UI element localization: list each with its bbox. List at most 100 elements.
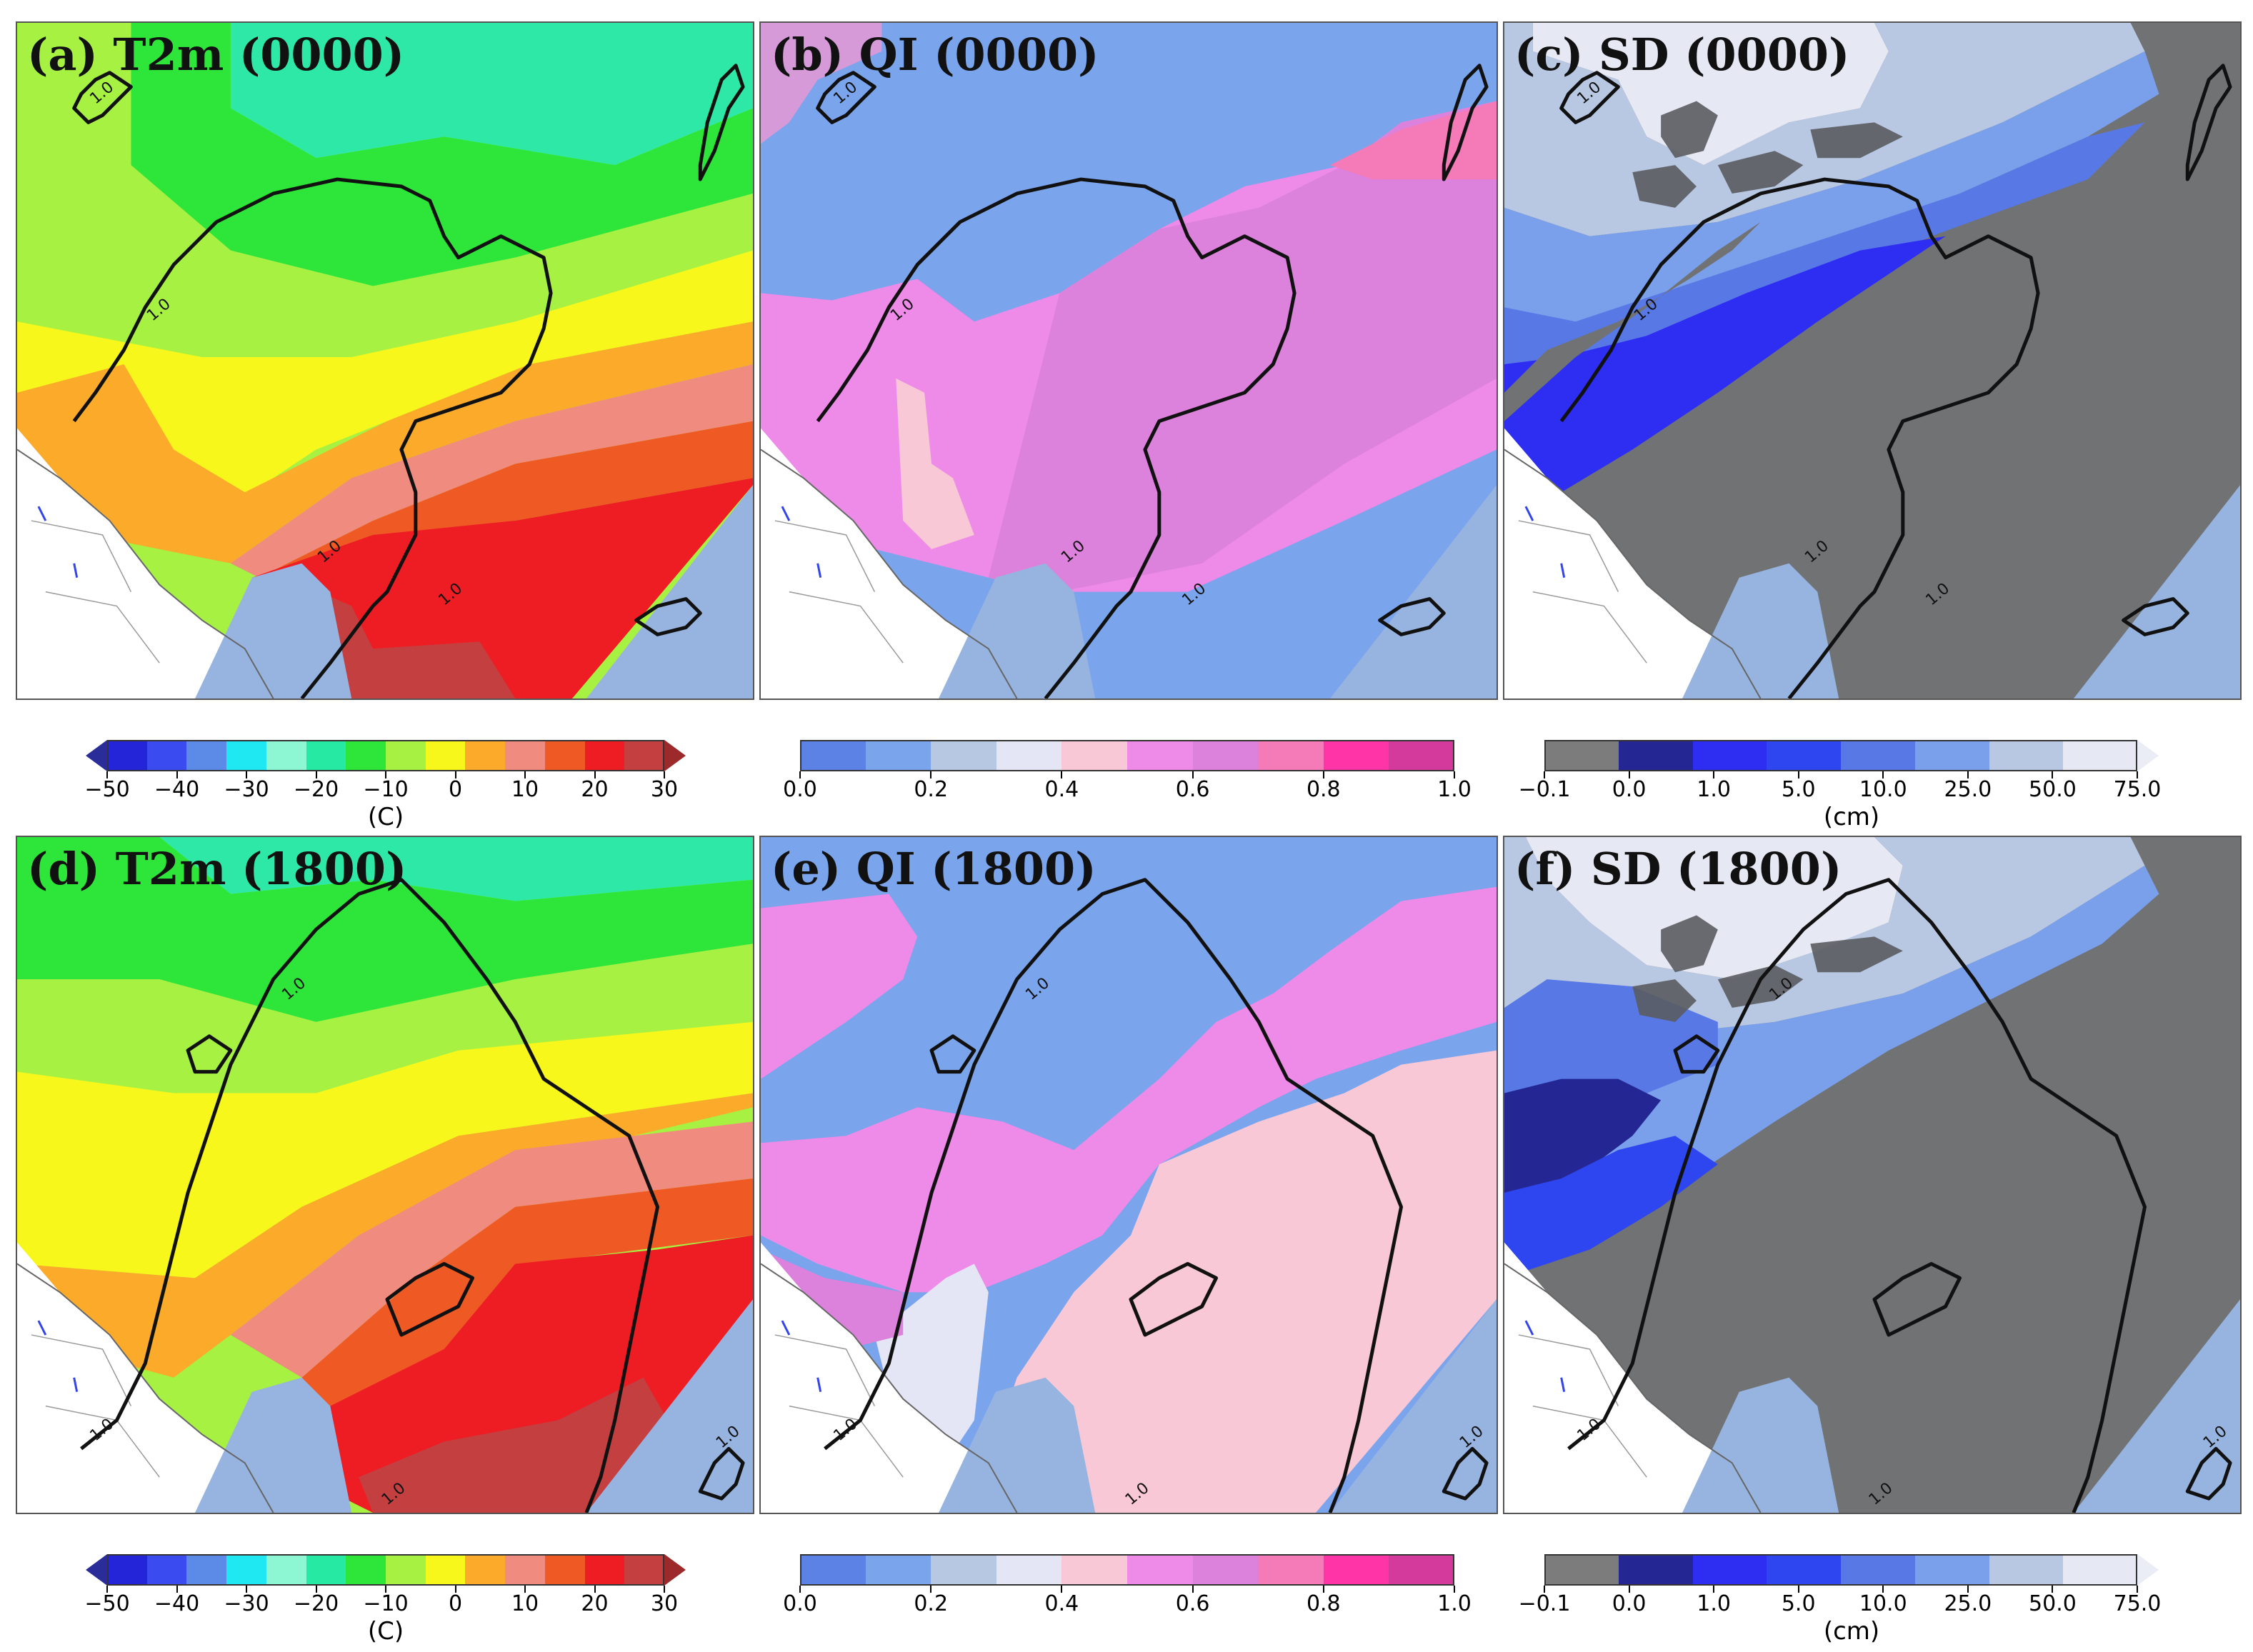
- colorbar-segment: [1544, 740, 1619, 771]
- colorbar-unit-label: (C): [367, 803, 404, 831]
- colorbar-segment: [266, 740, 307, 771]
- colorbar-tick-label: 0.6: [1175, 1591, 1210, 1616]
- field-band: [251, 478, 753, 699]
- colorbar-sd-top: −0.1 0.0 1.0 5.0 10.0 25.0 50.0 75.0 (cm): [1519, 740, 2161, 831]
- colorbar-segment: [1192, 740, 1259, 771]
- colorbar-tick: [2052, 1586, 2054, 1593]
- lake: [1810, 936, 1903, 973]
- colorbar-tick-label: 25.0: [1944, 1591, 1992, 1616]
- colorbar-tick-label: −20: [293, 777, 339, 802]
- field-band: [17, 321, 753, 564]
- panel-title: (e) QI (1800): [771, 843, 1096, 895]
- ocean-se: [586, 485, 753, 699]
- colorbar-tick-label: 10.0: [1859, 1591, 1907, 1616]
- colorbar-segment: [1192, 1554, 1259, 1586]
- colorbar-tick-label: 1.0: [1697, 1591, 1731, 1616]
- colorbar-segment: [1061, 1554, 1128, 1586]
- colorbar-tick: [176, 1586, 178, 1593]
- map-panel-b: 1.0 1.0 1.0 1.0 (b) QI (0000): [759, 21, 1498, 700]
- rivers: [781, 506, 822, 579]
- field-band: [1525, 837, 1903, 980]
- colorbar-segment: [1258, 740, 1324, 771]
- colorbar-segment: [226, 1554, 267, 1586]
- colorbar-segment: [800, 740, 866, 771]
- rivers: [37, 1320, 79, 1393]
- colorbar-segment: [1989, 1554, 2064, 1586]
- colorbar-segment: [1767, 740, 1842, 771]
- colorbar-tick-label: −40: [154, 777, 200, 802]
- contour-1.0: [1559, 71, 1620, 124]
- contour-1.0: [816, 71, 876, 124]
- outside-domain: [17, 428, 274, 699]
- contour-1.0: [2185, 1446, 2232, 1501]
- colorbar-tick: [106, 771, 108, 779]
- field-band: [17, 837, 753, 1022]
- outside-domain: [761, 1242, 1017, 1513]
- colorbar-segment: [1323, 740, 1389, 771]
- colorbar-tick: [2052, 771, 2054, 779]
- colorbar-segment: [425, 740, 466, 771]
- colorbar-tick-label: 0.0: [783, 777, 817, 802]
- colorbar-tick-label: 0.8: [1306, 1591, 1341, 1616]
- colorbar-segment: [1061, 740, 1128, 771]
- colorbar-segment: [1618, 740, 1693, 771]
- coastline: [1504, 449, 1762, 699]
- state-borders: [31, 520, 160, 664]
- contour-1.0: [634, 597, 702, 636]
- colorbar-min-arrow: [86, 740, 107, 771]
- rivers: [1524, 506, 1566, 579]
- colorbar-tick: [106, 1586, 108, 1593]
- colorbar-tick-label: 20: [581, 777, 609, 802]
- colorbar-segment: [865, 740, 931, 771]
- ocean-se: [1329, 485, 1497, 699]
- state-borders: [1518, 520, 1647, 664]
- map-canvas: 1.01.01.01.0: [17, 23, 753, 699]
- colorbar-tick: [2137, 771, 2138, 779]
- map-canvas: 1.01.01.01.0: [1504, 23, 2240, 699]
- colorbar-tick-label: −30: [224, 777, 269, 802]
- colorbar-unit-label: (cm): [1823, 803, 1880, 831]
- colorbar-tick-label: −40: [154, 1591, 200, 1616]
- colorbar-tick-label: 0.2: [914, 777, 949, 802]
- colorbar-tick: [799, 1586, 801, 1593]
- colorbar-segment: [186, 1554, 227, 1586]
- contour-1.0: [1567, 878, 2147, 1513]
- coastline: [761, 1263, 1018, 1513]
- colorbar-segment: [505, 740, 546, 771]
- contour-1.0: [1442, 64, 1489, 181]
- colorbar-tick-label: 30: [650, 1591, 679, 1616]
- contour-1.0: [698, 1446, 745, 1501]
- outside-domain: [17, 1242, 274, 1513]
- colorbar-segment: [931, 1554, 997, 1586]
- colorbar-tick-label: 0.6: [1175, 777, 1210, 802]
- rivers: [37, 506, 79, 579]
- colorbar-tick-label: 1.0: [1437, 777, 1472, 802]
- panel-title: (d) T2m (1800): [27, 843, 407, 895]
- colorbar-segment: [306, 740, 346, 771]
- contour-1.0: [698, 64, 745, 181]
- colorbar-tick-label: 75.0: [2113, 777, 2162, 802]
- colorbar-tick-label: 1.0: [1437, 1591, 1472, 1616]
- lake: [1717, 151, 1804, 194]
- map-canvas: 1.01.01.01.0: [761, 23, 1497, 699]
- colorbar-tick: [1882, 771, 1884, 779]
- colorbar-tick-label: 0: [448, 777, 463, 802]
- colorbar-tick: [315, 1586, 317, 1593]
- colorbar-segment: [865, 1554, 931, 1586]
- field-band: [159, 837, 753, 901]
- colorbar-tick-label: 0.4: [1044, 1591, 1079, 1616]
- colorbar-t2m-bottom: −50 −40 −30 −20 −10 0 10 20 30 (C): [84, 1554, 686, 1646]
- state-borders: [774, 520, 904, 664]
- contour-1.0: [1378, 597, 1446, 636]
- colorbar-segment: [107, 740, 148, 771]
- map-canvas: 1.01.01.01.0: [17, 837, 753, 1513]
- colorbar-segment: [1914, 1554, 1989, 1586]
- field-band: [761, 893, 918, 1079]
- colorbar-segment: [1544, 1554, 1619, 1586]
- lake: [1661, 915, 1718, 973]
- colorbar-tick: [594, 771, 596, 779]
- colorbar-segment: [584, 740, 625, 771]
- contour-1.0: [2185, 64, 2232, 181]
- colorbar-tick: [1628, 771, 1630, 779]
- contour-1.0: [1872, 1261, 1962, 1337]
